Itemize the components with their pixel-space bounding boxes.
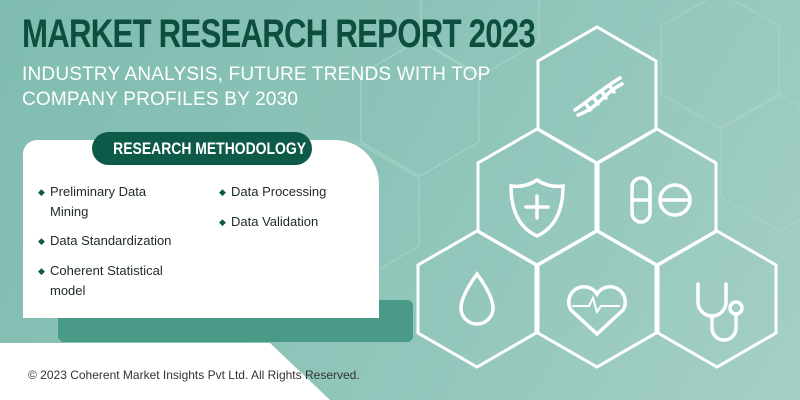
pill-capsule-icon (630, 176, 692, 224)
list-item: ◆ Preliminary Data Mining (38, 184, 147, 219)
report-title: MARKET RESEARCH REPORT 2023 (22, 12, 536, 56)
hex-pill (596, 127, 718, 267)
diamond-bullet-icon: ◆ (219, 187, 226, 197)
subtitle-line-2: COMPANY PROFILES BY 2030 (22, 89, 299, 110)
subtitle-line-1: INDUSTRY ANALYSIS, FUTURE TRENDS WITH TO… (22, 64, 491, 85)
heartbeat-icon (567, 284, 627, 337)
diamond-bullet-icon: ◆ (38, 187, 45, 197)
footer-white-area (0, 343, 330, 400)
list-item: ◆ Coherent Statistical model (38, 263, 163, 298)
blood-drop-icon (459, 271, 495, 326)
list-item: ◆ Data Processing (219, 182, 326, 202)
list-item: ◆ Data Standardization (38, 231, 215, 251)
copyright-text: © 2023 Coherent Market Insights Pvt Ltd.… (28, 368, 360, 382)
diamond-bullet-icon: ◆ (38, 236, 45, 246)
methodology-heading: RESEARCH METHODOLOGY (92, 132, 312, 165)
hex-drop (416, 229, 538, 369)
list-item: ◆ Data Validation (219, 212, 318, 232)
diamond-bullet-icon: ◆ (38, 266, 45, 276)
stethoscope-icon (696, 282, 744, 342)
shield-medical-cross-icon (509, 177, 565, 238)
report-subtitle: INDUSTRY ANALYSIS, FUTURE TRENDS WITH TO… (22, 62, 491, 112)
methodology-card (23, 140, 379, 318)
diamond-bullet-icon: ◆ (219, 217, 226, 227)
dna-icon (573, 76, 624, 117)
hex-stethoscope (656, 229, 778, 369)
hex-heart (536, 229, 658, 369)
